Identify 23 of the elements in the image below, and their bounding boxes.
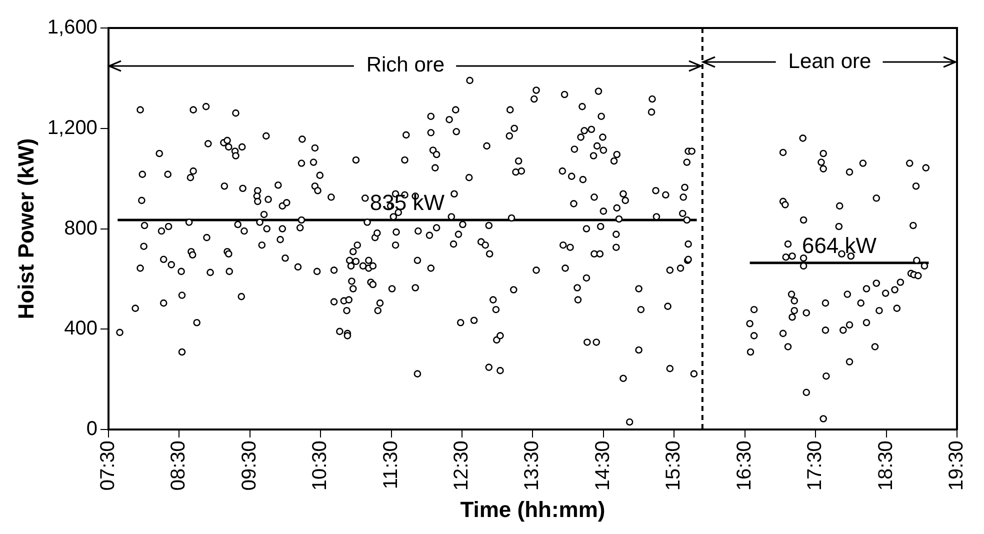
x-tick-label: 19:30	[946, 440, 968, 491]
y-tick-label: 400	[64, 318, 98, 340]
x-tick-label: 17:30	[804, 440, 826, 491]
y-axis-title: Hoist Power (kW)	[13, 138, 38, 320]
x-tick-label: 09:30	[238, 440, 260, 491]
x-tick-label: 18:30	[874, 440, 897, 491]
y-tick-label: 800	[64, 217, 98, 240]
annotation: 664 kW	[802, 232, 877, 258]
x-tick-label: 15:30	[662, 440, 685, 491]
x-tick-label: 14:30	[592, 440, 614, 491]
y-tick-label: 1,200	[47, 116, 98, 139]
x-tick-label: 07:30	[96, 440, 119, 491]
annotation: Lean ore	[788, 50, 872, 73]
x-tick-label: 10:30	[309, 440, 332, 491]
x-tick-label: 11:30	[380, 440, 402, 490]
x-tick-label: 16:30	[733, 440, 756, 491]
x-tick-label: 13:30	[521, 440, 544, 491]
annotation: Rich ore	[366, 53, 445, 76]
x-tick-label: 12:30	[450, 440, 473, 491]
x-axis-title: Time (hh:mm)	[460, 496, 606, 522]
y-tick-label: 0	[86, 418, 98, 440]
y-tick-label: 1,600	[47, 16, 98, 39]
x-tick-label: 08:30	[168, 440, 190, 491]
